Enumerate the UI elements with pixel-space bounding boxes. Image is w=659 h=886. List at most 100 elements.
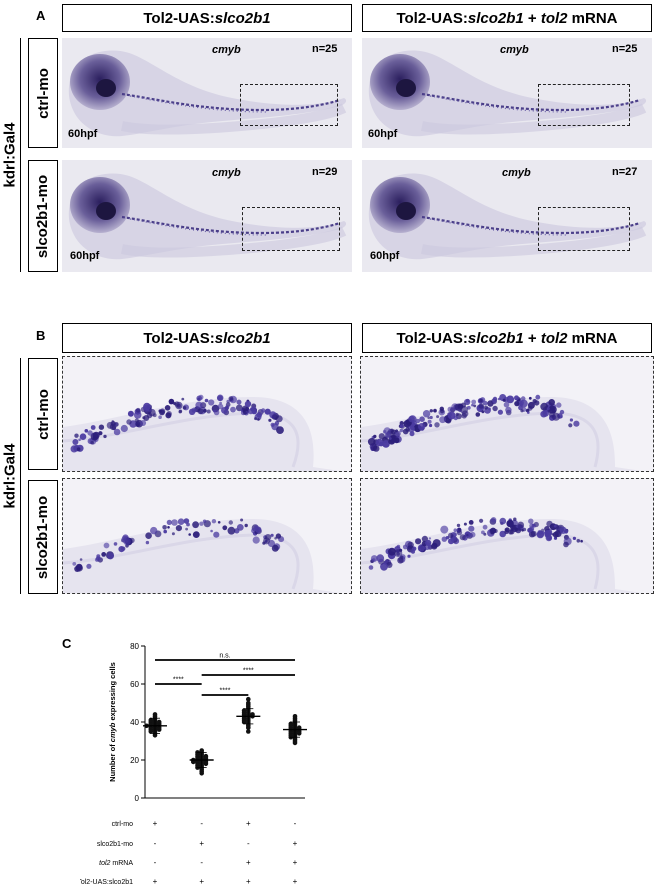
data-point [246,700,251,706]
stained-cell [448,532,454,539]
stained-cell [429,409,433,413]
stained-cell [425,539,432,546]
stained-cell [165,412,172,419]
condition-value: + [199,839,204,848]
stained-cell [228,396,234,401]
stained-cell [456,523,461,528]
panel-a-row-label-ctrl: ctrl-mo [28,38,58,148]
stained-cell [456,529,463,536]
stained-cell [490,527,497,534]
stained-cell [78,438,81,442]
stained-cell [504,527,510,533]
stained-cell [255,526,262,533]
stained-cell [418,545,425,552]
zoom-box [538,207,630,251]
panel-a-label: A [36,8,46,23]
data-point [156,727,162,732]
condition-value: + [153,819,158,828]
stained-cell [405,427,410,432]
stained-cell [208,399,215,406]
stained-cell [434,422,440,428]
condition-value: + [293,877,298,886]
stained-cell [461,410,469,417]
stained-cell [378,433,385,440]
stained-cell [257,418,260,421]
stained-cell [514,395,519,401]
stained-cell [563,541,569,548]
stained-cell [427,419,432,424]
stained-cell [196,395,202,402]
stained-cell [471,403,474,407]
stained-cell [181,397,185,401]
stained-cell [418,423,426,431]
stained-cell [134,418,139,423]
n-count: n=29 [312,166,338,178]
stained-cell [127,410,134,417]
stained-cell [217,403,224,410]
stained-cell [479,518,484,523]
stained-cell [388,547,396,556]
stained-cell [429,415,433,420]
stained-cell [479,398,483,403]
panel-a-header-left: Tol2-UAS: slco2b1 [62,4,352,32]
stained-cell [419,416,425,422]
data-point [250,712,255,717]
data-point [191,759,196,765]
stained-cell [178,410,182,414]
stained-cell [380,562,388,571]
y-tick-label: 80 [130,642,139,651]
stained-cell [537,529,543,535]
stained-cell [559,409,565,415]
condition-value: - [154,839,157,848]
stained-cell [428,537,432,540]
stained-cell [98,424,105,430]
stained-cell [396,544,401,549]
stained-cell [481,410,485,414]
data-point [288,721,294,727]
stained-cell [261,408,266,413]
stained-cell [532,399,537,404]
stained-cell [527,527,532,533]
stained-cell [186,522,190,527]
stained-cell [171,519,178,526]
stained-cell [497,397,501,401]
stained-cell [453,415,459,421]
stained-cell [195,401,203,409]
stained-cell [521,529,524,532]
stained-cell [185,527,188,531]
panel-a-image-ctrl-left [62,38,352,148]
stained-cell [243,411,247,415]
stained-cell [275,415,283,423]
stained-cell [152,413,157,418]
zoom-box [240,84,338,126]
stained-cell [492,405,498,412]
stained-cell [162,525,167,530]
stained-cell [197,408,204,415]
stained-cell [478,403,484,409]
panel-a-image-mo-right [362,160,652,272]
stained-cell [90,440,95,445]
y-axis-label: Number of cmyb expressing cells [108,662,117,782]
significance-label: n.s. [219,653,230,660]
stained-cell [143,402,151,411]
stained-cell [228,520,233,525]
stained-cell [219,401,223,405]
stained-cell [520,396,526,401]
stained-cell [175,525,182,532]
stained-cell [510,528,513,532]
stained-cell [436,415,440,419]
stained-cell [183,518,190,524]
data-point [246,696,251,702]
stained-cell [432,539,441,548]
significance-label: **** [220,688,231,695]
stained-cell [120,424,128,433]
stained-cell [87,430,93,436]
stained-cell [573,420,580,427]
stained-cell [372,445,380,452]
data-point [203,761,209,767]
condition-value: + [246,877,251,886]
panel-b-zoom-mo-left [62,478,352,594]
stained-cell [411,549,415,554]
stained-cell [236,524,244,531]
condition-value: + [246,858,251,867]
